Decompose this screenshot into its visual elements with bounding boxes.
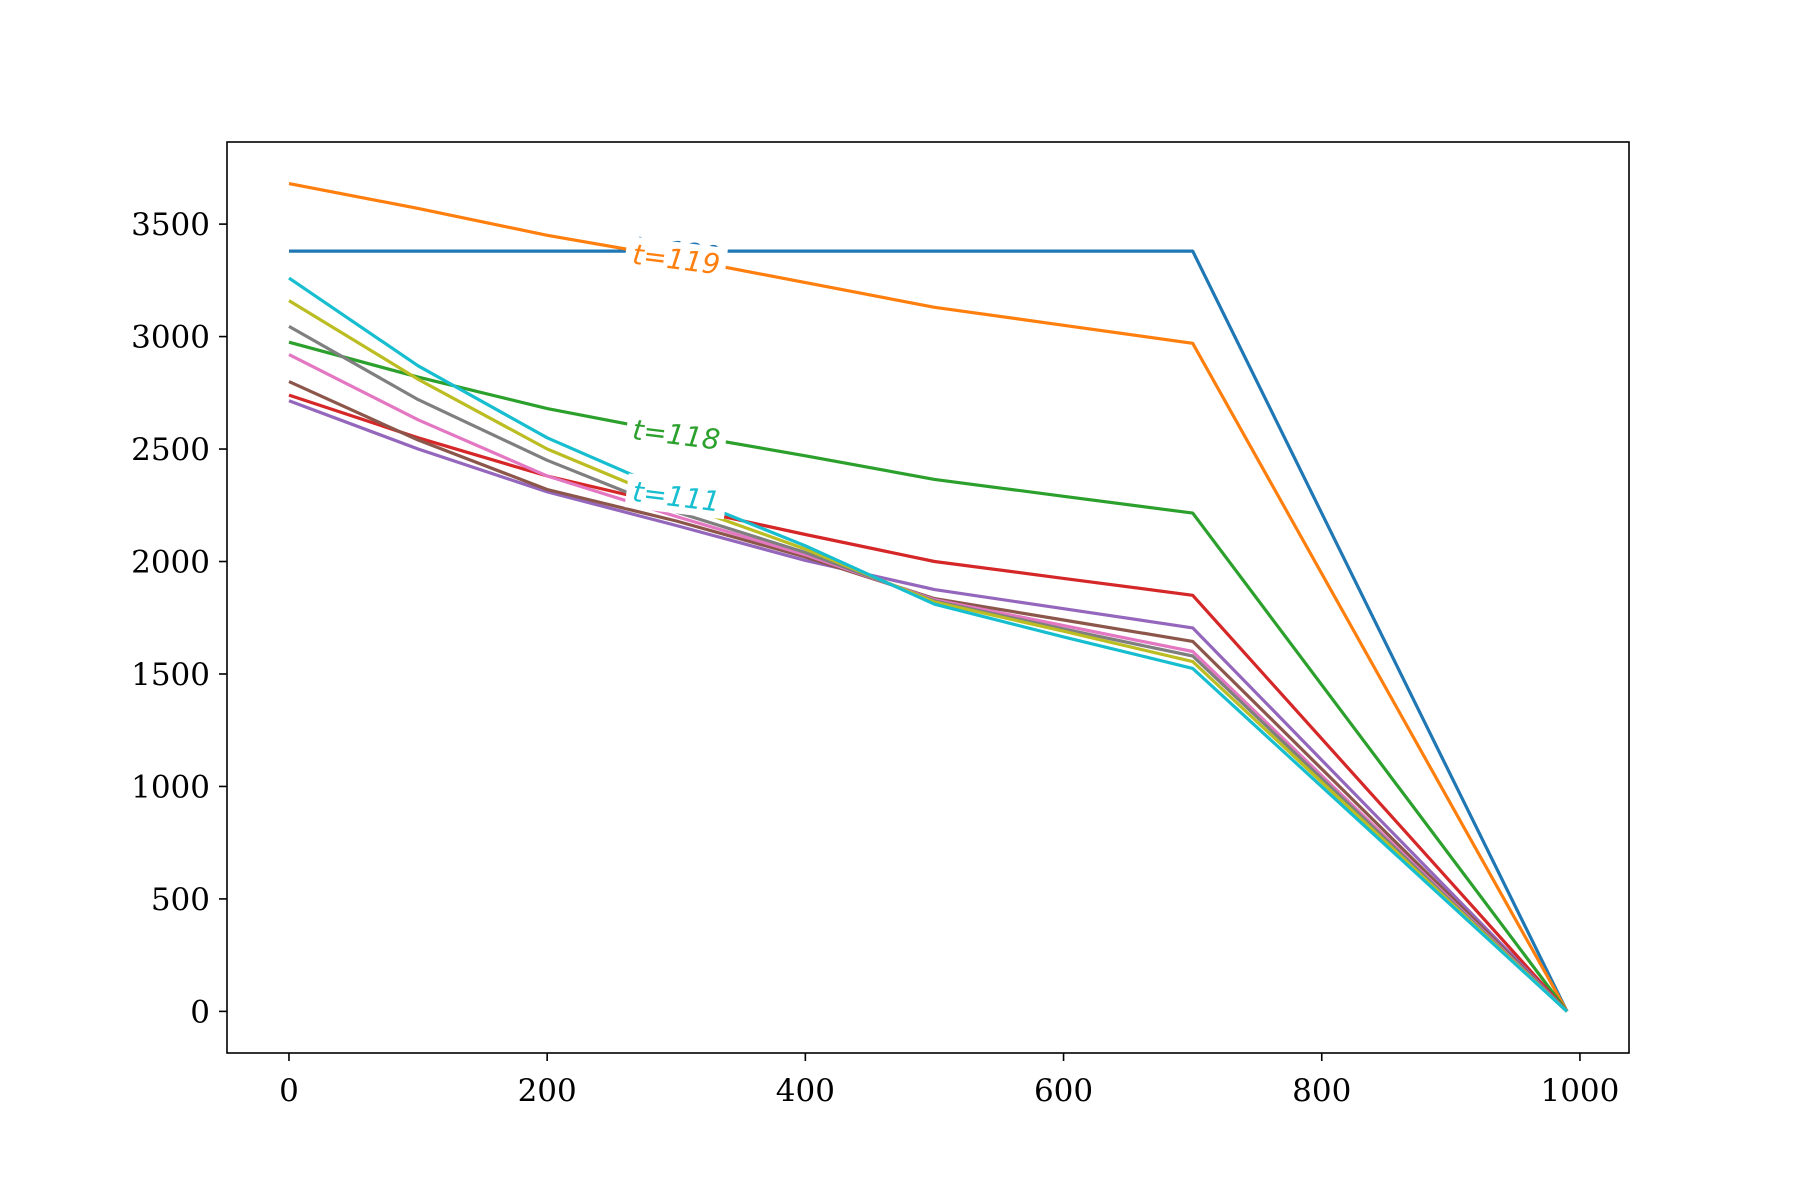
- y-tick-label: 2000: [131, 545, 210, 581]
- series-line-10: [288, 276, 1569, 1013]
- y-tick-label: 500: [151, 882, 210, 918]
- series-line-7: [288, 353, 1569, 1013]
- y-tick-label: 1500: [131, 657, 210, 693]
- y-tick-label: 1000: [131, 769, 210, 805]
- series-line-6: [288, 380, 1569, 1013]
- x-axis: 0 200 400 600 800 1000: [279, 1053, 1619, 1109]
- series-line-2: [288, 182, 1569, 1013]
- inline-label-background: [624, 473, 728, 520]
- x-tick-label: 600: [1034, 1073, 1093, 1109]
- inline-label-background: [624, 411, 728, 458]
- series-line-1: [289, 249, 1569, 1013]
- x-tick-label: 0: [279, 1073, 299, 1109]
- y-tick-label: 2500: [131, 432, 210, 468]
- x-tick-label: 400: [776, 1073, 835, 1109]
- x-tick-label: 800: [1292, 1073, 1351, 1109]
- y-tick-label: 3500: [131, 207, 210, 243]
- y-tick-label: 0: [190, 994, 210, 1030]
- series-line-9: [288, 299, 1569, 1013]
- plot-area-frame: [226, 141, 1630, 1054]
- y-axis: 0 500 1000 1500 2000 2500 3000 3500: [131, 207, 227, 1030]
- series-lines: [288, 182, 1569, 1013]
- x-tick-label: 200: [518, 1073, 577, 1109]
- y-tick-label: 3000: [131, 320, 210, 356]
- inline-label-background: [624, 236, 728, 282]
- series-line-8: [288, 325, 1569, 1013]
- series-line-3: [288, 340, 1569, 1013]
- x-tick-label: 1000: [1540, 1073, 1619, 1109]
- series-line-4: [288, 393, 1569, 1013]
- series-line-5: [288, 399, 1569, 1013]
